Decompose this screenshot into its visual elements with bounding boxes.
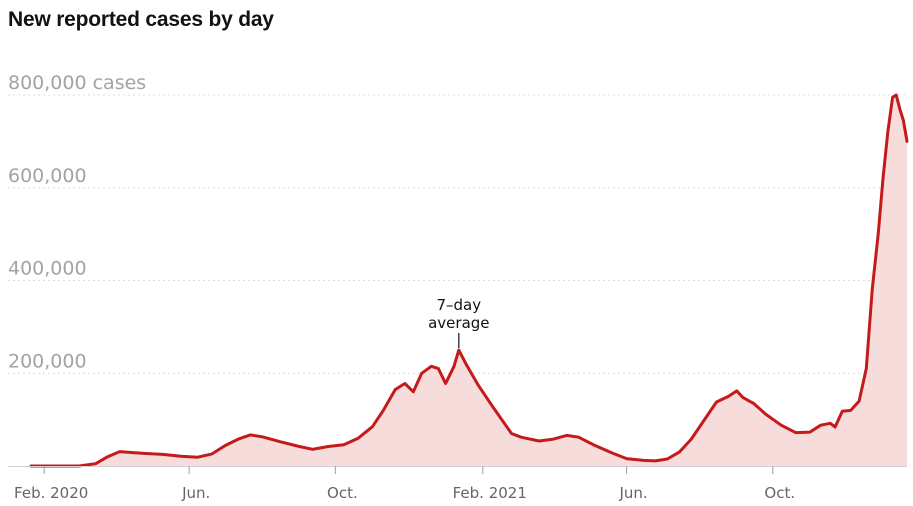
x-tick-label: Jun.	[181, 484, 210, 502]
axis-labels: 800,000 cases 600,000 400,000 200,000 Feb. 2…	[8, 72, 795, 502]
annotation-text: average	[428, 314, 489, 332]
y-tick-label: 200,000	[8, 350, 87, 372]
x-tick-label: Oct.	[764, 484, 795, 502]
y-tick-label: 800,000 cases	[8, 72, 146, 94]
y-tick-label: 600,000	[8, 165, 87, 187]
seven-day-average-line	[29, 93, 909, 468]
x-tick-label: Feb. 2020	[14, 484, 88, 502]
y-tick-label: 400,000	[8, 258, 87, 280]
cases-area-fill	[31, 95, 907, 466]
x-tick-label: Jun.	[618, 484, 647, 502]
x-tick-label: Oct.	[327, 484, 358, 502]
x-axis	[8, 466, 907, 474]
chart-title: New reported cases by day	[8, 8, 274, 31]
annotation-text: 7–day	[436, 296, 481, 314]
x-tick-label: Feb. 2021	[453, 484, 527, 502]
area-layer	[29, 93, 909, 468]
